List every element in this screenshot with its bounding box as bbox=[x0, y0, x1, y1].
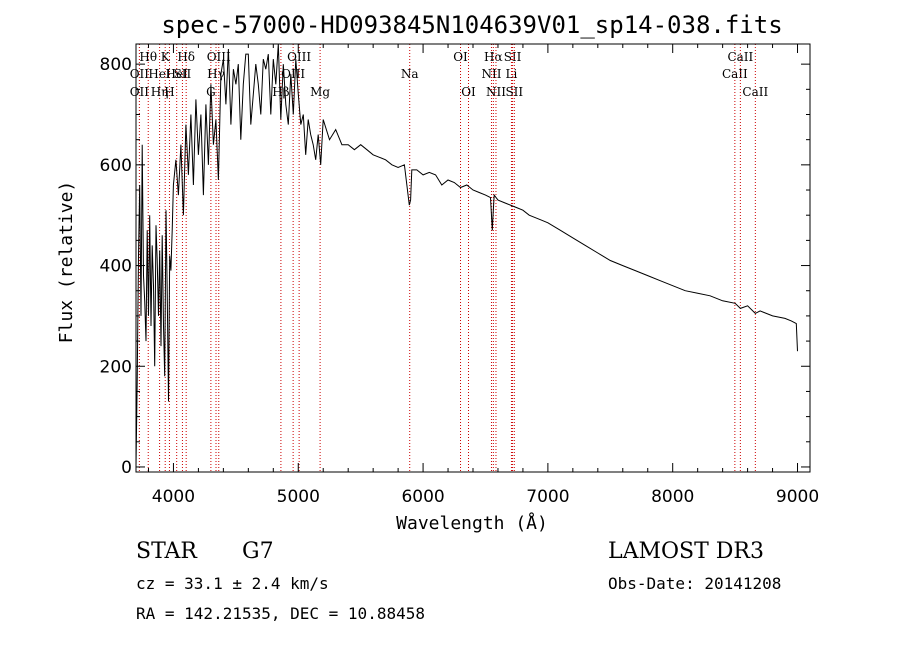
y-axis-label: Flux (relative) bbox=[56, 181, 77, 344]
y-tick-label: 200 bbox=[100, 357, 132, 377]
line-marker-label: H bbox=[164, 85, 174, 99]
line-marker-label: OI bbox=[461, 85, 476, 99]
x-tick-label: 4000 bbox=[152, 487, 195, 507]
spectral-subclass: G7 bbox=[242, 539, 274, 564]
line-marker-label: SII bbox=[504, 50, 522, 64]
x-tick-label: 5000 bbox=[277, 487, 320, 507]
line-marker-label: OIII bbox=[281, 67, 305, 81]
line-marker-label: SII bbox=[174, 67, 192, 81]
line-marker-label: OII bbox=[130, 67, 150, 81]
line-marker-label: NII bbox=[486, 85, 506, 99]
emission-line-markers: OIIOIIHθHeIHηKHHeIHδSIIGHγOIIIHβOIIIOIII… bbox=[130, 44, 768, 472]
y-tick-label: 800 bbox=[100, 55, 132, 75]
object-type: STAR bbox=[136, 539, 197, 564]
x-tick-label: 7000 bbox=[526, 487, 569, 507]
x-tick-label: 9000 bbox=[776, 487, 819, 507]
x-tick-label: 8000 bbox=[651, 487, 694, 507]
observation-date: Obs-Date: 20141208 bbox=[608, 574, 782, 593]
y-axis-ticks: 0 200 400 600 800 bbox=[100, 55, 810, 478]
line-marker-label: SII bbox=[505, 85, 523, 99]
flux-series-line bbox=[135, 43, 798, 468]
line-marker-label: K bbox=[161, 50, 171, 64]
line-marker-label: CaII bbox=[742, 85, 768, 99]
line-marker-label: CaII bbox=[727, 50, 753, 64]
line-marker-label: Hα bbox=[484, 50, 503, 64]
line-marker-label: Hδ bbox=[177, 50, 195, 64]
chart-title: spec-57000-HD093845N104639V01_sp14-038.f… bbox=[161, 11, 782, 39]
line-marker-label: CaII bbox=[722, 67, 748, 81]
x-axis-label: Wavelength (Å) bbox=[396, 512, 548, 534]
line-marker-label: OIII bbox=[207, 50, 231, 64]
line-marker-label: Mg bbox=[310, 85, 330, 99]
redshift-cz: cz = 33.1 ± 2.4 km/s bbox=[136, 574, 329, 593]
line-marker-label: Li bbox=[506, 67, 518, 81]
line-marker-label: Hθ bbox=[139, 50, 157, 64]
survey-name: LAMOST DR3 bbox=[608, 539, 764, 564]
line-marker-label: OIII bbox=[287, 50, 311, 64]
y-tick-label: 0 bbox=[121, 458, 132, 478]
plot-frame bbox=[135, 43, 811, 473]
x-axis-ticks: 4000 5000 6000 7000 8000 9000 bbox=[147, 44, 819, 507]
y-tick-label: 600 bbox=[100, 156, 132, 176]
y-tick-label: 400 bbox=[100, 257, 132, 277]
ra-dec-coordinates: RA = 142.21535, DEC = 10.88458 bbox=[136, 604, 425, 623]
x-tick-label: 6000 bbox=[401, 487, 444, 507]
line-marker-label: Na bbox=[401, 67, 419, 81]
line-marker-label: NII bbox=[481, 67, 501, 81]
line-marker-label: Hη bbox=[151, 85, 169, 99]
line-marker-label: Hβ bbox=[272, 85, 289, 99]
line-marker-label: OII bbox=[130, 85, 150, 99]
line-marker-label: OI bbox=[453, 50, 468, 64]
